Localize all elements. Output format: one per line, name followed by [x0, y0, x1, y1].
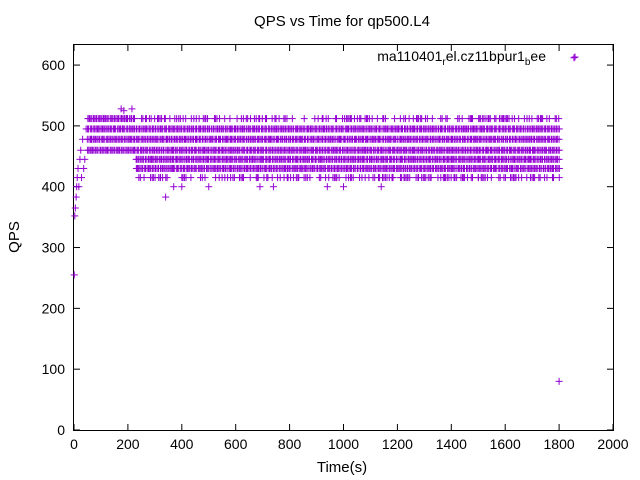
data-point — [162, 193, 170, 201]
y-tick-label: 0 — [57, 422, 65, 438]
data-point — [239, 174, 247, 182]
data-point — [120, 107, 128, 115]
x-tick-label: 0 — [70, 436, 78, 452]
data-point — [201, 174, 209, 182]
data-point — [443, 115, 451, 123]
data-point — [246, 174, 254, 182]
data-point — [128, 105, 136, 113]
data-point — [178, 183, 186, 191]
data-point — [78, 174, 86, 182]
chart-title: QPS vs Time for qp500.L4 — [254, 13, 430, 30]
data-point — [323, 183, 331, 191]
data-point — [170, 183, 178, 191]
data-point — [205, 183, 213, 191]
data-point — [269, 183, 277, 191]
x-tick-label: 1200 — [382, 436, 413, 452]
data-point — [136, 174, 144, 182]
y-tick-label: 300 — [42, 240, 66, 256]
data-point — [71, 204, 79, 212]
data-point — [406, 174, 414, 182]
data-point — [71, 212, 79, 220]
y-axis: 0 100 200 300 400 500 600 — [42, 57, 613, 438]
data-point — [340, 183, 347, 191]
data-point — [570, 54, 578, 62]
data-point — [555, 377, 563, 385]
data-point — [555, 135, 563, 143]
y-tick-label: 500 — [42, 118, 66, 134]
x-tick-label: 1600 — [490, 436, 521, 452]
data-point — [377, 183, 385, 191]
legend-label-part: el.cz11bpur1 — [446, 48, 525, 64]
data-point — [428, 115, 436, 123]
data-point — [487, 174, 495, 182]
data-point — [389, 174, 397, 182]
data-point — [256, 183, 264, 191]
y-tick-label: 200 — [42, 300, 66, 316]
data-point — [469, 174, 477, 182]
legend-label-part: ee — [530, 48, 546, 64]
data-point — [381, 115, 389, 123]
x-tick-label: 1000 — [328, 436, 359, 452]
data-point — [163, 174, 171, 182]
data-point — [75, 183, 83, 191]
data-point — [187, 174, 195, 182]
data-point — [555, 125, 563, 133]
data-point — [288, 115, 296, 123]
data-point — [77, 146, 85, 154]
data-points — [70, 54, 578, 385]
legend-label: ma110401rel.cz11bpur1bee — [377, 48, 546, 68]
y-tick-label: 100 — [42, 361, 66, 377]
plot-frame — [73, 44, 614, 431]
x-tick-label: 400 — [170, 436, 194, 452]
data-point — [555, 164, 563, 172]
x-axis-title: Time(s) — [317, 459, 367, 476]
x-tick-label: 800 — [278, 436, 302, 452]
data-point — [555, 115, 563, 123]
y-tick-label: 400 — [42, 179, 66, 195]
x-tick-label: 200 — [116, 436, 140, 452]
data-point — [306, 174, 314, 182]
data-point — [131, 115, 139, 123]
data-point — [203, 115, 211, 123]
x-tick-label: 1400 — [436, 436, 467, 452]
legend-marker-symbol — [571, 53, 579, 61]
data-point — [72, 193, 80, 201]
data-point — [226, 115, 234, 123]
data-point — [324, 115, 332, 123]
legend: ma110401rel.cz11bpur1bee — [377, 48, 579, 68]
data-point — [80, 164, 88, 172]
x-axis: 0 200 400 600 800 1000 1200 1400 1600 1800 2000 — [70, 45, 629, 452]
legend-label-part: ma110401 — [377, 48, 442, 64]
legend-marker — [571, 53, 579, 61]
x-tick-label: 1800 — [544, 436, 575, 452]
data-point — [332, 115, 340, 123]
data-point — [555, 174, 563, 182]
data-point — [335, 174, 343, 182]
data-point — [349, 174, 357, 182]
data-point — [81, 155, 89, 163]
x-tick-label: 2000 — [597, 436, 628, 452]
y-axis-title: QPS — [6, 221, 23, 253]
data-point — [70, 271, 78, 279]
x-tick-label: 600 — [224, 436, 248, 452]
data-point — [468, 115, 476, 123]
data-point — [458, 115, 466, 123]
y-tick-label: 600 — [42, 57, 66, 73]
data-point — [427, 174, 435, 182]
legend-label-part: r — [442, 57, 446, 68]
data-point — [555, 146, 563, 154]
data-point — [555, 155, 563, 163]
legend-label-part: b — [525, 57, 531, 68]
data-point — [300, 115, 308, 123]
